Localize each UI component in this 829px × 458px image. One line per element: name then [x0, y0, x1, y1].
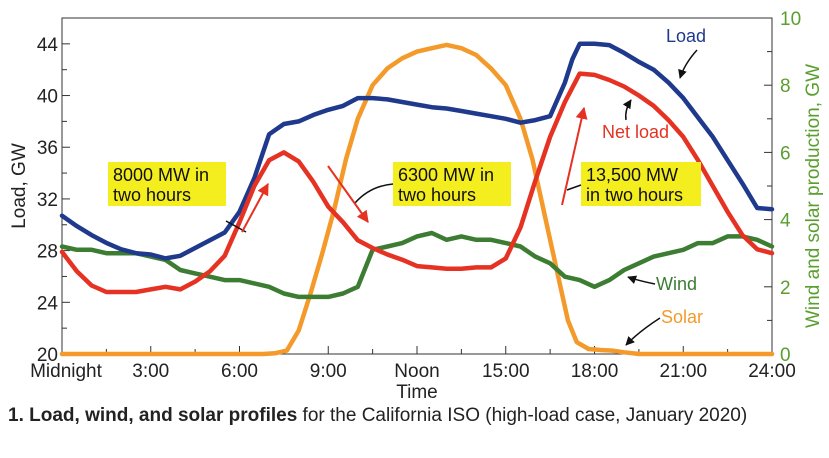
- annotation-line-2: two hours: [398, 185, 476, 205]
- left-tick-label: 36: [37, 138, 58, 159]
- annotation-line-2: in two hours: [586, 185, 683, 205]
- x-tick-label: 15:00: [482, 361, 530, 382]
- x-tick-label: 3:00: [132, 361, 169, 382]
- annotation-box: [393, 162, 511, 206]
- ramp-arrow: [327, 165, 369, 223]
- ramp-arrow: [241, 182, 269, 233]
- left-tick-label: 32: [37, 190, 58, 211]
- x-axis-title: Time: [396, 382, 438, 400]
- series-label-leader: [622, 99, 632, 121]
- series-line-net-load: [59, 71, 775, 295]
- chart: 20 24 28 32 36 40 44 0 2 4 6 8 10 Midnight 3:00 6:00 9:0…: [9, 9, 824, 400]
- right-tick-label: 8: [780, 76, 791, 97]
- series-line-wind: [59, 230, 775, 300]
- series-label-wind: Wind: [656, 274, 697, 294]
- x-tick-label: 18:00: [571, 361, 619, 382]
- ramp-arrow: [561, 106, 588, 206]
- left-axis-title: Load, GW: [9, 143, 30, 229]
- annotation-leader: [566, 184, 582, 191]
- annotation-box: [581, 162, 701, 206]
- series-label-leader: [627, 275, 656, 285]
- x-tick-label: 24:00: [748, 361, 796, 382]
- series-label-solar: Solar: [661, 307, 703, 327]
- series-label-leader: [678, 49, 698, 79]
- x-tick-label: Noon: [394, 361, 439, 382]
- right-tick-label: 6: [780, 143, 791, 164]
- left-tick-label: 40: [37, 87, 58, 108]
- annotation-line-1: 6300 MW in: [398, 165, 494, 185]
- series-line-load: [59, 41, 775, 261]
- left-tick-label: 20: [37, 345, 58, 366]
- caption-rest: for the California ISO (high-load case, …: [297, 405, 748, 426]
- x-tick-label: 6:00: [221, 361, 258, 382]
- series-label-leader: [625, 317, 661, 346]
- annotation-box: [108, 162, 226, 206]
- series-label-load: Load: [666, 26, 706, 46]
- right-tick-label: 10: [780, 9, 801, 30]
- series-line-solar: [59, 42, 775, 357]
- annotation-line-2: two hours: [113, 185, 191, 205]
- right-tick-label: 2: [780, 278, 791, 299]
- right-axis-title: Wind and solar production, GW: [803, 64, 824, 328]
- annotation-line-1: 13,500 MW: [586, 165, 678, 185]
- x-tick-label: Midnight: [30, 361, 103, 382]
- x-tick-label: 21:00: [659, 361, 707, 382]
- left-tick-label: 44: [37, 35, 59, 56]
- series-label-net-load: Net load: [602, 122, 669, 142]
- figure-caption: 1. Load, wind, and solar profiles for th…: [8, 404, 823, 428]
- x-tick-label: 9:00: [310, 361, 347, 382]
- right-tick-label: 4: [780, 211, 791, 232]
- left-tick-label: 24: [37, 293, 59, 314]
- annotation-leader: [354, 183, 394, 204]
- caption-bold: 1. Load, wind, and solar profiles: [8, 405, 298, 426]
- left-tick-label: 28: [37, 242, 58, 263]
- annotation-line-1: 8000 MW in: [113, 165, 209, 185]
- right-tick-label: 0: [780, 345, 791, 366]
